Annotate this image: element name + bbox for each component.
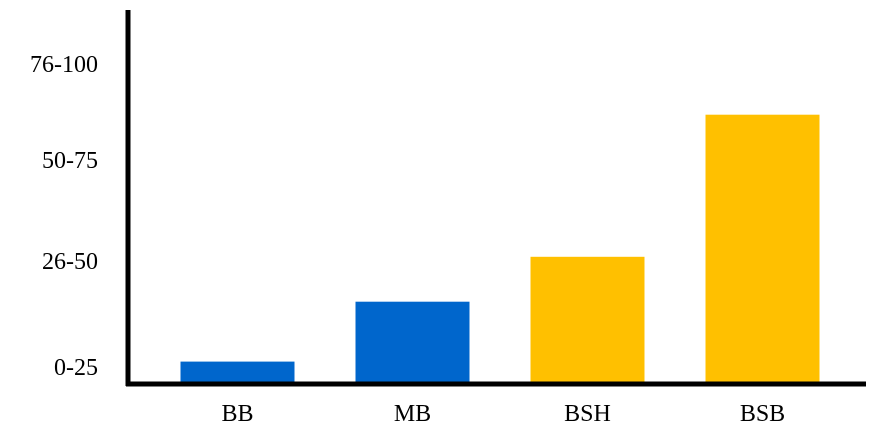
y-tick-labels: 0-25 26-50 50-75 76-100: [30, 52, 98, 381]
y-tick-label: 0-25: [54, 355, 98, 381]
bar-bsb: [705, 114, 820, 384]
y-tick-label: 26-50: [42, 249, 98, 275]
x-tick-label: BSB: [740, 401, 785, 427]
y-tick-label: 76-100: [30, 52, 98, 78]
bar-mb: [355, 301, 470, 384]
bar-bb: [180, 361, 295, 384]
x-tick-label: BSH: [564, 401, 611, 427]
x-tick-label: BB: [221, 401, 253, 427]
bars-group: [180, 114, 820, 384]
x-tick-label: MB: [394, 401, 431, 427]
y-tick-label: 50-75: [42, 148, 98, 174]
x-tick-labels: BB MB BSH BSB: [221, 401, 785, 427]
bar-bsh: [530, 256, 645, 384]
